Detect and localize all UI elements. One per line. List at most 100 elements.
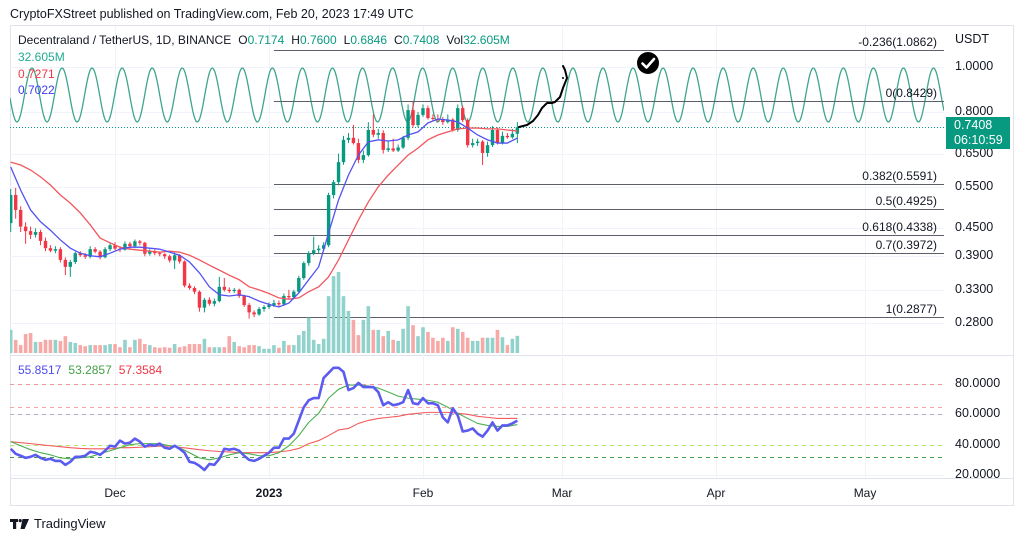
candle[interactable] — [312, 236, 316, 256]
candle[interactable] — [108, 243, 112, 252]
candle[interactable] — [257, 307, 261, 316]
candle[interactable] — [38, 229, 43, 246]
candle[interactable] — [396, 144, 400, 153]
candle[interactable] — [162, 253, 167, 259]
candle[interactable] — [381, 130, 385, 154]
candle[interactable] — [182, 260, 187, 288]
candle[interactable] — [461, 105, 465, 123]
candle[interactable] — [113, 242, 117, 251]
candle[interactable] — [426, 105, 430, 120]
rsi-line[interactable] — [10, 366, 518, 472]
candle[interactable] — [456, 104, 460, 132]
candle[interactable] — [500, 131, 505, 145]
candle[interactable] — [138, 239, 142, 246]
tradingview-brand[interactable]: TradingView — [10, 516, 106, 531]
candle[interactable] — [297, 275, 301, 293]
candle[interactable] — [148, 249, 152, 256]
candle[interactable] — [43, 237, 48, 252]
candle[interactable] — [153, 249, 157, 256]
candle[interactable] — [262, 305, 266, 312]
candle[interactable] — [267, 302, 271, 309]
candle[interactable] — [48, 245, 53, 253]
candle[interactable] — [515, 122, 520, 144]
candle[interactable] — [302, 261, 306, 280]
candle[interactable] — [336, 153, 341, 186]
rsi-legend[interactable]: 55.8517 53.2857 57.3584 — [18, 363, 162, 377]
candle[interactable] — [490, 126, 495, 147]
candle[interactable] — [307, 251, 311, 266]
projection-drawing[interactable] — [518, 65, 568, 128]
candle[interactable] — [232, 288, 236, 293]
candle[interactable] — [341, 135, 346, 165]
candle[interactable] — [247, 303, 251, 319]
candle[interactable] — [371, 114, 376, 138]
candle[interactable] — [316, 245, 321, 254]
candle[interactable] — [431, 114, 435, 121]
candle[interactable] — [167, 254, 172, 263]
main-pane[interactable] — [9, 50, 944, 354]
rsi-pane[interactable] — [10, 366, 944, 472]
candle[interactable] — [331, 179, 336, 199]
candle[interactable] — [326, 192, 331, 248]
price-axis-unit[interactable]: USDT — [955, 32, 990, 46]
candle[interactable] — [207, 297, 212, 306]
candle[interactable] — [237, 288, 241, 298]
candle[interactable] — [505, 133, 510, 139]
candle[interactable] — [212, 298, 217, 307]
candle[interactable] — [480, 140, 485, 166]
candle[interactable] — [192, 286, 197, 295]
candle[interactable] — [227, 287, 231, 293]
candle[interactable] — [217, 276, 222, 303]
candle[interactable] — [73, 251, 77, 265]
candle[interactable] — [441, 116, 445, 125]
candle[interactable] — [53, 246, 58, 254]
candle[interactable] — [416, 111, 420, 128]
ma-red-value[interactable]: 0.7271 — [18, 67, 55, 81]
symbol-title[interactable]: Decentraland / TetherUS, 1D, BINANCE — [18, 33, 232, 47]
candle[interactable] — [58, 247, 63, 263]
candle[interactable] — [421, 104, 425, 117]
candle[interactable] — [187, 283, 192, 290]
candle[interactable] — [465, 118, 470, 148]
candle[interactable] — [93, 247, 97, 254]
checkmark-icon[interactable] — [637, 52, 659, 74]
candle[interactable] — [103, 247, 107, 259]
volume-indicator-value[interactable]: 32.605M — [18, 50, 65, 64]
candle[interactable] — [356, 138, 361, 164]
candle[interactable] — [28, 226, 33, 239]
candle[interactable] — [202, 297, 207, 313]
cycle-lines-drawing[interactable] — [10, 67, 944, 123]
candle[interactable] — [361, 150, 366, 164]
candle[interactable] — [406, 104, 410, 141]
candle[interactable] — [277, 300, 281, 307]
candle[interactable] — [18, 206, 23, 233]
candle[interactable] — [98, 250, 102, 260]
candle[interactable] — [495, 127, 500, 145]
candle[interactable] — [411, 102, 415, 128]
ma-red-line[interactable] — [10, 127, 518, 300]
candle[interactable] — [123, 241, 127, 251]
candle[interactable] — [172, 252, 177, 270]
candle[interactable] — [446, 114, 450, 124]
candle[interactable] — [242, 294, 246, 307]
candle[interactable] — [376, 128, 380, 139]
candle[interactable] — [346, 133, 351, 144]
candle[interactable] — [386, 141, 390, 153]
candle[interactable] — [252, 310, 256, 318]
candle[interactable] — [222, 278, 226, 292]
candle[interactable] — [78, 251, 82, 257]
candle[interactable] — [13, 187, 18, 219]
candle[interactable] — [475, 138, 480, 146]
candle[interactable] — [282, 293, 286, 306]
candle[interactable] — [33, 228, 38, 238]
candle[interactable] — [23, 222, 28, 244]
ma-blue-line[interactable] — [10, 118, 518, 308]
candle[interactable] — [143, 241, 147, 257]
candle[interactable] — [68, 259, 73, 277]
rsi-ma-long-line[interactable] — [10, 411, 518, 454]
candle[interactable] — [485, 141, 490, 157]
candle[interactable] — [470, 138, 475, 148]
candle[interactable] — [197, 290, 202, 312]
candle[interactable] — [287, 289, 291, 299]
